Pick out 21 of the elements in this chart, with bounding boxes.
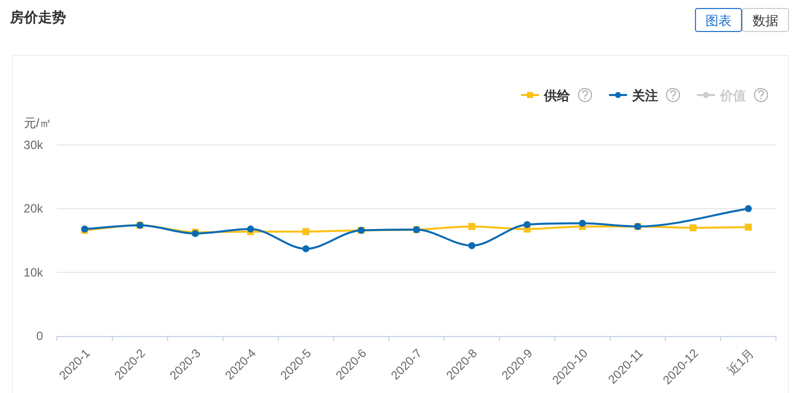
legend-label: 供给 (543, 88, 571, 103)
point (690, 224, 697, 232)
point (302, 245, 310, 252)
text: 数据 (752, 13, 778, 28)
y-tick-label: 0 (36, 329, 44, 343)
point (744, 224, 752, 231)
point (302, 228, 310, 236)
point (468, 222, 476, 230)
point (744, 205, 752, 212)
point (468, 242, 476, 250)
y-tick-label: 10k (24, 265, 44, 280)
y-tick-label: 30k (24, 138, 44, 152)
text: 图表 (706, 13, 732, 28)
x-tick-label: 近1月 (724, 346, 756, 378)
legend-label: 关注 (631, 88, 658, 103)
point (247, 226, 254, 233)
y-tick-label: 20k (24, 202, 44, 216)
point (524, 221, 531, 228)
y-axis-title: 元/㎡ (24, 116, 52, 130)
point (578, 220, 586, 227)
chart-title: 房价走势 (9, 9, 66, 25)
